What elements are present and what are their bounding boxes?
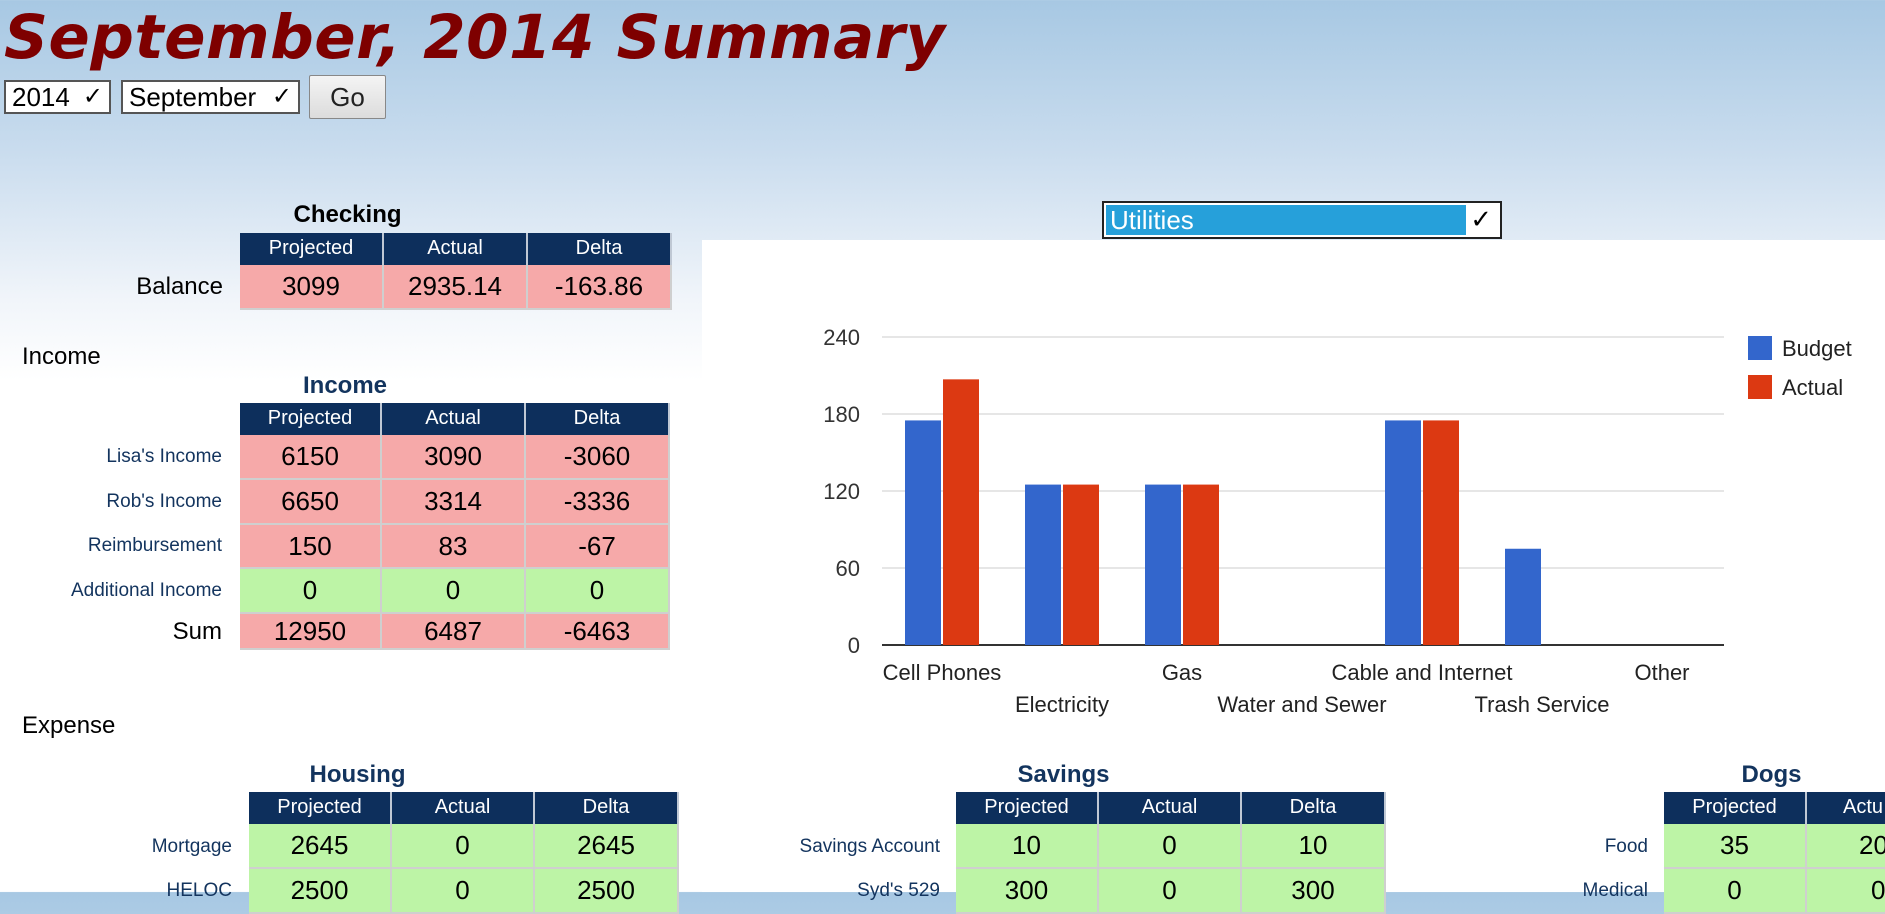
dogs-table-title: Dogs	[1741, 761, 1802, 788]
savings-row-label: Syd's 529	[857, 880, 940, 901]
housing-cell: 0	[392, 824, 535, 869]
chevron-down-icon: ✓	[1470, 204, 1492, 234]
housing-header-delta: Delta	[535, 792, 679, 824]
dogs-cell: 20	[1807, 824, 1885, 869]
savings-cell: 10	[956, 824, 1099, 869]
income-sum-label: Sum	[172, 618, 222, 645]
chart-category-value: Utilities	[1106, 205, 1466, 235]
housing-header-actual: Actual	[392, 792, 535, 824]
income-cell: 0	[382, 569, 526, 614]
savings-header-actual: Actual	[1099, 792, 1242, 824]
income-header-actual: Actual	[382, 403, 526, 435]
dogs-row-label: Food	[1604, 836, 1648, 857]
income-cell: 6650	[240, 480, 382, 525]
income-header-delta: Delta	[526, 403, 670, 435]
savings-header-projected: Projected	[956, 792, 1099, 824]
income-cell: 3090	[382, 435, 526, 480]
income-table-title: Income	[302, 372, 388, 399]
housing-row-label: HELOC	[166, 880, 232, 901]
savings-cell: 10	[1242, 824, 1386, 869]
housing-cell: 2645	[535, 824, 679, 869]
income-row-label: Reimbursement	[87, 535, 222, 556]
savings-cell: 0	[1099, 824, 1242, 869]
checking-header-actual: Actual	[384, 233, 528, 265]
savings-table-title: Savings	[1017, 761, 1110, 788]
checking-header-projected: Projected	[240, 233, 384, 265]
chevron-down-icon: ✓	[82, 83, 103, 110]
income-cell: -3336	[526, 480, 670, 525]
dogs-row-label: Medical	[1582, 880, 1648, 901]
checking-balance-projected: 3099	[240, 265, 384, 310]
housing-cell: 2645	[249, 824, 392, 869]
savings-header-delta: Delta	[1242, 792, 1386, 824]
month-select-value: September	[129, 82, 257, 112]
checking-balance-delta: -163.86	[528, 265, 672, 310]
go-button[interactable]: Go	[309, 75, 386, 119]
income-row-label: Additional Income	[70, 580, 222, 601]
income-row-label: Lisa's Income	[106, 446, 222, 467]
housing-header-projected: Projected	[249, 792, 392, 824]
income-sum-cell: -6463	[526, 614, 670, 650]
checking-balance-actual: 2935.14	[384, 265, 528, 310]
expense-section-label: Expense	[22, 712, 116, 739]
chevron-down-icon: ✓	[271, 83, 292, 110]
checking-header-delta: Delta	[528, 233, 672, 265]
income-sum-cell: 12950	[240, 614, 382, 650]
housing-table-title: Housing	[309, 761, 406, 788]
year-select[interactable]: 2014 ✓	[4, 80, 111, 114]
year-select-value: 2014	[12, 82, 70, 112]
savings-row-label: Savings Account	[799, 836, 940, 857]
income-sum-cell: 6487	[382, 614, 526, 650]
chart-category-select[interactable]: Utilities ✓	[1102, 201, 1502, 239]
housing-row-label: Mortgage	[151, 836, 232, 857]
income-cell: 150	[240, 525, 382, 569]
income-section-label: Income	[22, 343, 101, 370]
month-select[interactable]: September ✓	[121, 80, 300, 114]
page-title: September, 2014 Summary	[4, 2, 946, 73]
checking-row-label: Balance	[136, 273, 223, 300]
income-cell: 0	[240, 569, 382, 614]
chart-panel	[702, 240, 1885, 892]
income-cell: -67	[526, 525, 670, 569]
income-cell: 6150	[240, 435, 382, 480]
dogs-header-projected: Projected	[1664, 792, 1807, 824]
checking-title: Checking	[293, 201, 402, 228]
dogs-cell: 35	[1664, 824, 1807, 869]
income-cell: 0	[526, 569, 670, 614]
income-header-projected: Projected	[240, 403, 382, 435]
income-row-label: Rob's Income	[106, 491, 222, 512]
income-cell: 3314	[382, 480, 526, 525]
income-cell: 83	[382, 525, 526, 569]
income-cell: -3060	[526, 435, 670, 480]
dogs-header-actual: Actu	[1807, 792, 1885, 824]
